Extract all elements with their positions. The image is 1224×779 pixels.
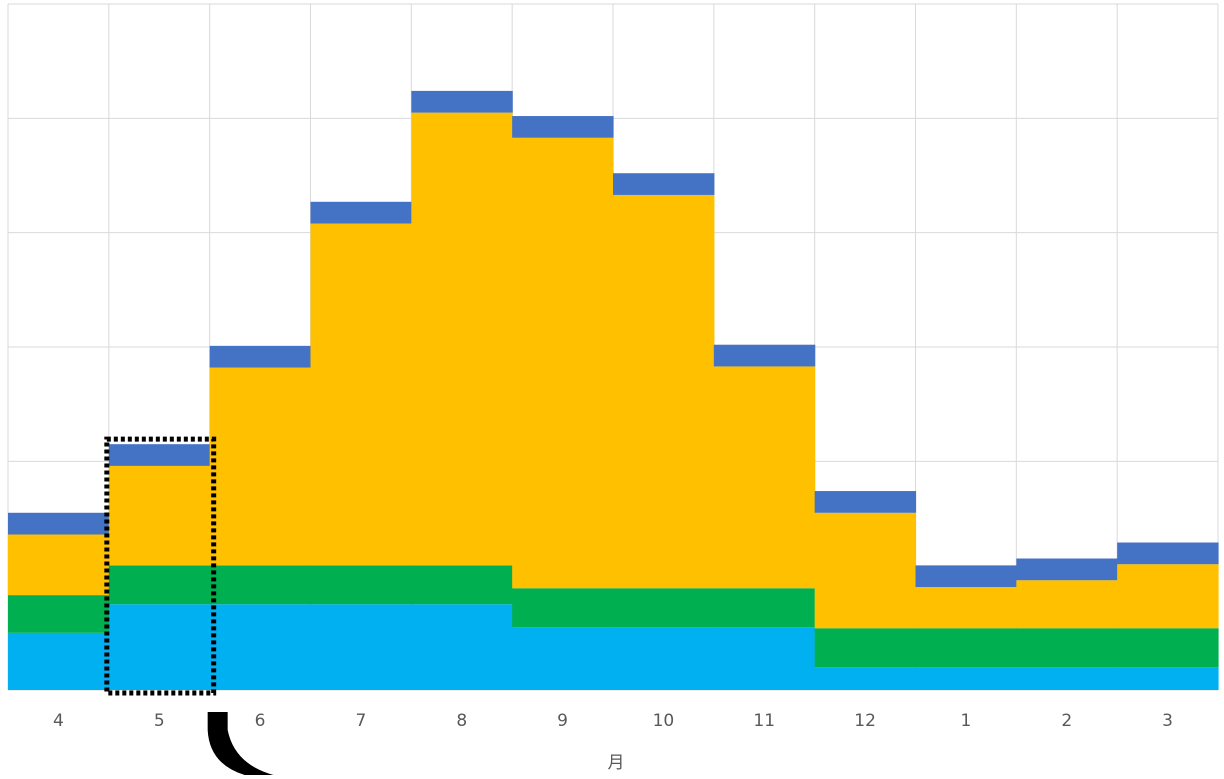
bar-segment-series-2-month-11 <box>713 588 816 628</box>
bar-segment-series-4-month-5 <box>108 444 211 466</box>
bar-segment-series-1-month-9 <box>512 627 614 690</box>
bar-segment-series-2-month-5 <box>108 565 211 605</box>
bar-segment-series-2-month-1 <box>915 628 1017 668</box>
bar-segment-series-3-month-10 <box>613 194 715 589</box>
bar-segment-series-1-month-11 <box>713 627 816 690</box>
x-tick-labels: 4 5 6 7 8 9 10 11 12 1 2 3 <box>53 711 1173 731</box>
bar-segment-series-4-month-10 <box>613 173 715 195</box>
x-tick-label: 10 <box>653 711 675 731</box>
bar-segment-series-2-month-3 <box>1117 628 1219 668</box>
bar-segment-series-4-month-2 <box>1016 558 1118 581</box>
bar-segment-series-1-month-1 <box>915 667 1017 690</box>
bar-segment-series-3-month-8 <box>411 112 513 566</box>
highlight-box <box>104 436 217 696</box>
bar-segment-series-4-month-1 <box>915 565 1017 588</box>
bar-segment-series-3-month-4 <box>8 534 110 596</box>
bar-segment-series-1-month-6 <box>209 604 312 690</box>
bar-segment-series-3-month-2 <box>1016 580 1118 629</box>
x-tick-label: 6 <box>255 711 266 731</box>
bar-segment-series-4-month-11 <box>713 344 816 367</box>
bar-segment-series-1-month-4 <box>8 632 110 690</box>
bar-segment-series-3-month-6 <box>209 367 312 566</box>
bar-segment-series-2-month-2 <box>1016 628 1118 668</box>
bar-segment-series-1-month-10 <box>613 627 715 690</box>
bar-segment-series-1-month-7 <box>310 604 412 690</box>
x-tick-label: 12 <box>854 711 876 731</box>
bar-segment-series-1-month-8 <box>411 604 513 690</box>
x-tick-label: 11 <box>753 711 775 731</box>
curved-arrow <box>207 712 288 778</box>
bar-segment-series-3-month-3 <box>1117 564 1219 629</box>
bar-segment-series-3-month-7 <box>310 223 412 566</box>
x-tick-label: 3 <box>1162 711 1173 731</box>
bar-segment-series-3-month-9 <box>512 137 614 589</box>
bar-segment-series-4-month-6 <box>209 345 312 368</box>
bar-segment-series-1-month-12 <box>814 667 917 690</box>
bar-segment-series-2-month-4 <box>8 595 110 633</box>
x-tick-label: 5 <box>154 711 165 731</box>
bar-segment-series-3-month-11 <box>713 366 816 589</box>
bar-segment-series-1-month-3 <box>1117 667 1219 690</box>
bar-segment-series-2-month-9 <box>512 588 614 628</box>
x-axis-label: 月 <box>608 753 625 773</box>
bar-segment-series-2-month-12 <box>814 628 917 668</box>
bar-segment-series-3-month-1 <box>915 587 1017 629</box>
x-tick-label: 2 <box>1061 711 1072 731</box>
x-tick-label: 8 <box>456 711 467 731</box>
bar-segment-series-4-month-12 <box>814 491 917 513</box>
bar-segment-series-1-month-2 <box>1016 667 1118 690</box>
bar-segment-series-4-month-9 <box>512 116 614 138</box>
bars <box>8 90 1219 690</box>
bar-segment-series-2-month-10 <box>613 588 715 628</box>
x-tick-label: 7 <box>356 711 367 731</box>
x-tick-label: 1 <box>961 711 972 731</box>
bar-segment-series-4-month-4 <box>8 512 110 535</box>
bar-segment-series-2-month-7 <box>310 565 412 605</box>
bar-segment-series-2-month-8 <box>411 565 513 605</box>
bar-segment-series-4-month-8 <box>411 90 513 113</box>
x-tick-label: 9 <box>557 711 568 731</box>
x-tick-label: 4 <box>53 711 64 731</box>
bar-segment-series-1-month-5 <box>108 604 211 690</box>
bar-segment-series-3-month-12 <box>814 512 917 629</box>
bar-segment-series-2-month-6 <box>209 565 312 605</box>
bar-segment-series-3-month-5 <box>108 465 211 566</box>
bar-segment-series-4-month-3 <box>1117 542 1219 565</box>
bar-segment-series-4-month-7 <box>310 201 412 224</box>
annotations <box>104 436 288 778</box>
